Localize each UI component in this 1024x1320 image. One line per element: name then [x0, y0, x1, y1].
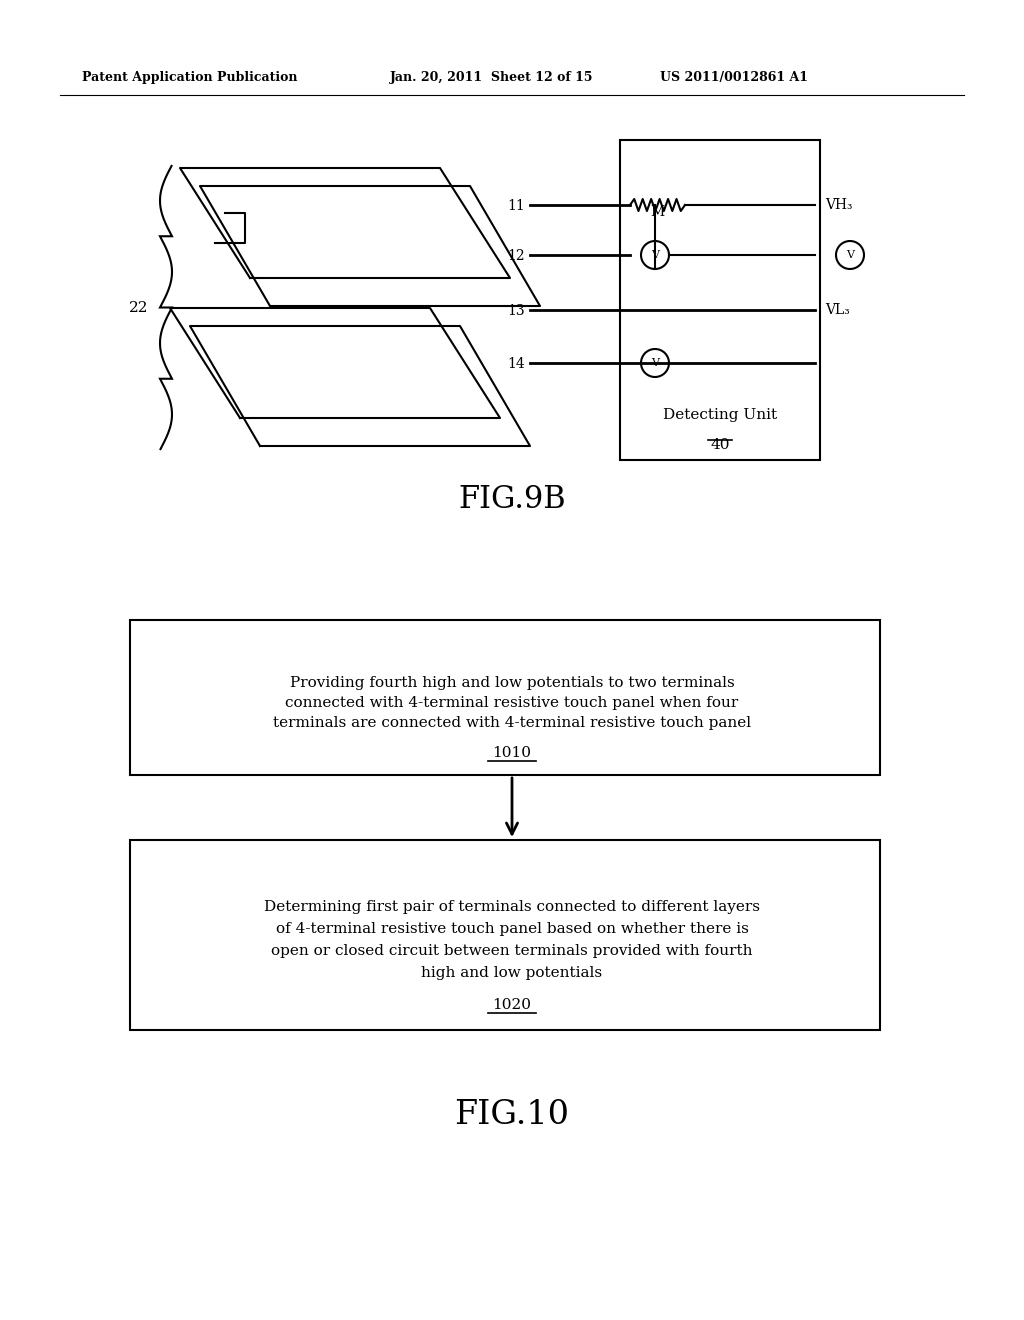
Text: 1020: 1020	[493, 998, 531, 1012]
Text: open or closed circuit between terminals provided with fourth: open or closed circuit between terminals…	[271, 944, 753, 958]
Text: M: M	[650, 205, 665, 219]
Text: Providing fourth high and low potentials to two terminals: Providing fourth high and low potentials…	[290, 676, 734, 689]
Text: 22: 22	[128, 301, 148, 314]
Text: VH₃: VH₃	[825, 198, 853, 213]
Text: 14: 14	[507, 356, 525, 371]
Text: 12: 12	[507, 249, 525, 263]
Text: high and low potentials: high and low potentials	[422, 966, 602, 979]
Text: V: V	[846, 249, 854, 260]
Text: V: V	[651, 358, 659, 368]
Text: Jan. 20, 2011  Sheet 12 of 15: Jan. 20, 2011 Sheet 12 of 15	[390, 71, 594, 84]
Text: Detecting Unit: Detecting Unit	[663, 408, 777, 422]
Text: VL₃: VL₃	[825, 304, 850, 317]
FancyBboxPatch shape	[620, 140, 820, 459]
Text: of 4-terminal resistive touch panel based on whether there is: of 4-terminal resistive touch panel base…	[275, 921, 749, 936]
Text: V: V	[651, 249, 659, 260]
Text: terminals are connected with 4-terminal resistive touch panel: terminals are connected with 4-terminal …	[273, 715, 751, 730]
Text: FIG.9B: FIG.9B	[458, 484, 566, 516]
Text: 11: 11	[507, 199, 525, 213]
Text: 13: 13	[507, 304, 525, 318]
Text: Patent Application Publication: Patent Application Publication	[82, 71, 298, 84]
Text: Determining first pair of terminals connected to different layers: Determining first pair of terminals conn…	[264, 900, 760, 913]
Text: 1010: 1010	[493, 746, 531, 760]
Text: US 2011/0012861 A1: US 2011/0012861 A1	[660, 71, 808, 84]
Text: 40: 40	[711, 438, 730, 451]
Text: FIG.10: FIG.10	[455, 1100, 569, 1131]
FancyBboxPatch shape	[130, 840, 880, 1030]
Text: connected with 4-terminal resistive touch panel when four: connected with 4-terminal resistive touc…	[286, 696, 738, 710]
FancyBboxPatch shape	[130, 620, 880, 775]
